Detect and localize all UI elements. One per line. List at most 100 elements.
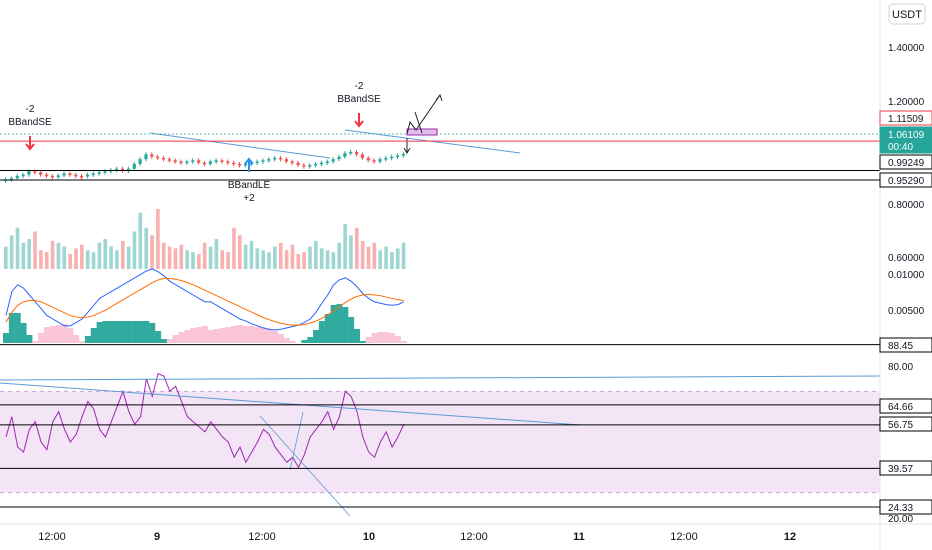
currency-button[interactable]: USDT [888,3,926,25]
candle [214,160,218,162]
macd-histogram [383,332,390,343]
candle [68,173,72,176]
macd-histogram [231,326,238,343]
volume-bar [74,248,78,269]
volume-bar [97,242,102,269]
candle [343,153,347,157]
volume-bar [319,248,324,269]
macd-histogram [20,323,27,343]
rsi-line [5,372,405,469]
rsi-trend-line [0,375,881,381]
sell-arrow-icon [354,120,364,128]
macd-histogram [3,333,9,343]
volume-bar [56,242,61,269]
macd-histogram [377,332,384,343]
candle [80,175,84,178]
candle [97,172,101,174]
macd-histogram [389,333,396,343]
bar-countdown: 00:40 [888,142,913,153]
volume-bar [202,242,207,269]
volume-bar [62,246,67,269]
candle [401,154,405,156]
projection-arrow [414,111,423,134]
buy-arrow-icon [244,157,254,165]
trend-line [149,132,331,159]
macd-histogram [55,325,62,343]
volume-bar [138,212,143,269]
price-tag-label: 0.99249 [888,158,925,169]
price-pane[interactable] [4,149,405,183]
macd-histogram [67,328,74,343]
rsi-tag-box [879,416,932,432]
candle [349,151,353,154]
macd-histogram [26,335,33,343]
candle [366,157,370,161]
candle [249,162,253,165]
candle [372,160,376,162]
candle [115,168,119,171]
price-tag: 0.95290 [879,172,932,188]
candle [255,161,259,164]
candle [191,160,195,162]
volume-bar [372,242,377,269]
rsi-trend-line [259,415,351,517]
sell-signal: -2 BBandSE [337,81,381,128]
volume-bar [343,224,347,269]
rsi-tag-label: 56.75 [888,420,913,431]
rsi-trend-line [0,382,581,426]
candle [91,173,95,176]
candle [185,161,189,164]
volume-bar [355,227,359,269]
volume-bar [109,246,113,269]
volume-bar [243,244,248,269]
rsi-tag-box [879,337,932,353]
rsi-tag-label: 88.45 [888,341,913,352]
macd-histogram [330,305,337,343]
price-tick-label: 0.80000 [888,200,925,211]
macd-histogram [324,314,331,343]
rsi-tag-label: 24.33 [888,503,913,514]
macd-histogram [160,339,167,343]
macd-histogram [184,330,191,343]
candle [331,159,335,162]
macd-histogram [96,322,103,343]
candle [15,175,19,179]
volume-bar [179,244,184,269]
macd-tick-label: 0.00500 [888,306,925,317]
candle [267,159,271,161]
price-tag-box [879,172,932,188]
signal-label: BBandSE [337,94,381,105]
candle [161,157,166,160]
macd-histogram [38,333,45,343]
signal-count: -2 [355,81,364,92]
rsi-band [0,391,880,493]
macd-histogram [219,328,226,343]
macd-histogram [120,321,126,343]
candle [319,162,324,165]
volume-bar [91,252,96,269]
macd-line [5,268,405,331]
macd-histogram [61,324,68,343]
rsi-tag-box [879,398,932,414]
volume-bar [44,252,49,269]
macd-histogram [43,327,50,343]
macd-histogram [242,326,249,343]
volume-bar [226,252,230,269]
candle [85,174,90,177]
volume-bar [401,242,406,269]
candle [325,161,329,164]
candle [156,156,160,159]
rsi-pane [0,372,881,517]
volume-bar [325,250,330,269]
candle [220,160,224,162]
time-axis[interactable]: 12:00 9 12:00 10 12:00 11 12:00 12 [38,531,796,543]
candle [395,155,400,158]
volume-bar [360,240,365,269]
time-tick-label: 12 [784,531,796,543]
macd-histogram [190,328,197,343]
price-axis[interactable]: 1.400001.200000.800000.600001.115091.061… [879,43,932,525]
signal-count: -2 [26,104,35,115]
time-tick-label: 9 [154,531,160,543]
strategy-signals: -2 BBandSE BBandLE +2 -2 BBandSE [8,81,381,204]
